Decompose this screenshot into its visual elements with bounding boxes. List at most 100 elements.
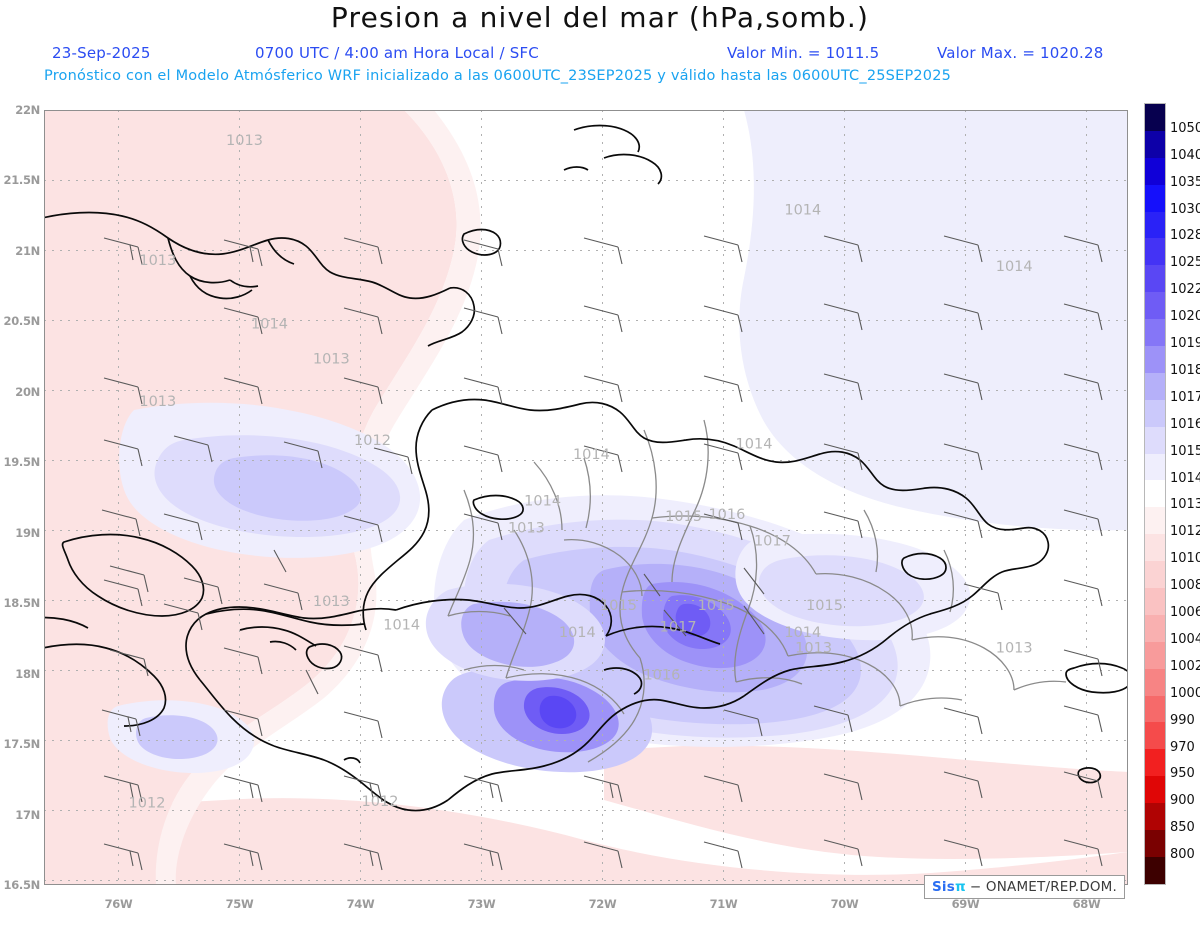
colorbar-tick-label: 1019: [1170, 336, 1200, 352]
contour-label: 1013: [996, 641, 1033, 657]
colorbar-tick-label: 1006: [1170, 605, 1200, 621]
colorbar-tick-label: 1008: [1170, 578, 1200, 594]
contour-labels: 1013 1013 1013 1013 1014 1014 1014 1012 1014 1014…: [129, 133, 1033, 812]
colorbar-band: [1145, 588, 1165, 615]
colorbar-band: [1145, 184, 1165, 212]
colorbar-tick-label: 1013: [1170, 497, 1200, 513]
contour-label: 1013: [508, 520, 545, 536]
colorbar-tick-label: 1020: [1170, 309, 1200, 325]
model-description: Pronóstico con el Modelo Atmósferico WRF…: [44, 68, 952, 84]
colorbar-band: [1145, 830, 1165, 857]
y-axis-tick-label: 17N: [15, 807, 40, 822]
colorbar-tick-label: 1035: [1170, 174, 1200, 190]
colorbar-band: [1145, 749, 1165, 777]
contour-label: 1016: [708, 507, 745, 523]
contour-label: 1012: [129, 796, 166, 812]
colorbar-tick-label: 1018: [1170, 362, 1200, 378]
contour-label: 1013: [313, 351, 350, 367]
colorbar-band: [1145, 399, 1165, 427]
contour-label: 1014: [784, 203, 821, 219]
pressure-colorbar: [1144, 103, 1166, 885]
y-axis-tick-label: 21.5N: [3, 173, 41, 188]
logo-org-text: − ONAMET/REP.DOM.: [969, 879, 1118, 895]
colorbar-band: [1145, 211, 1165, 239]
forecast-time: 0700 UTC / 4:00 am Hora Local / SFC: [255, 44, 539, 62]
colorbar-band: [1145, 372, 1165, 400]
colorbar-band: [1145, 265, 1165, 293]
colorbar-band: [1145, 292, 1165, 320]
colorbar-band: [1145, 130, 1165, 158]
colorbar-tick-label: 900: [1170, 793, 1195, 809]
colorbar-tick-label: 1010: [1170, 551, 1200, 567]
colorbar-band: [1145, 507, 1165, 535]
colorbar-tick-label: 1014: [1170, 470, 1200, 486]
contour-label: 1014: [524, 493, 561, 509]
colorbar-tick-labels: 1050 1040 1035 1030 1028 1025 1022 1020 1019 1018…: [1170, 103, 1200, 885]
x-axis-tick-label: 71W: [709, 897, 738, 911]
contour-label: 1016: [643, 668, 680, 684]
colorbar-tick-label: 1004: [1170, 631, 1200, 647]
chart-header: Presion a nivel del mar (hPa,somb.) 23-S…: [0, 0, 1200, 92]
colorbar-tick-label: 1030: [1170, 201, 1200, 217]
colorbar-band: [1145, 534, 1165, 562]
colorbar-band: [1145, 157, 1165, 185]
colorbar-tick-label: 850: [1170, 820, 1195, 836]
x-axis-tick-label: 73W: [467, 897, 496, 911]
colorbar-tick-label: 1012: [1170, 524, 1200, 540]
colorbar-tick-label: 1000: [1170, 685, 1200, 701]
map-plot-area: 1013 1013 1013 1013 1014 1014 1014 1012 1014 1014…: [44, 110, 1128, 885]
colorbar-tick-label: 800: [1170, 847, 1195, 863]
contour-label: 1014: [559, 625, 596, 641]
colorbar-tick-label: 1017: [1170, 389, 1200, 405]
contour-label: 1013: [226, 133, 263, 149]
colorbar-band: [1145, 614, 1165, 642]
colorbar-band: [1145, 453, 1165, 481]
contour-label: 1012: [362, 794, 399, 810]
colorbar-band: [1145, 346, 1165, 373]
province-borders: [447, 419, 1067, 763]
colorbar-tick-label: 950: [1170, 766, 1195, 782]
value-max-label: Valor Max. = 1020.28: [937, 44, 1104, 62]
y-axis-tick-label: 19.5N: [3, 455, 41, 470]
colorbar-band: [1145, 776, 1165, 804]
coastlines: [44, 124, 1128, 812]
x-axis-tick-label: 69W: [951, 897, 980, 911]
forecast-date: 23-Sep-2025: [52, 44, 151, 62]
colorbar-band: [1145, 722, 1165, 750]
contour-label: 1017: [754, 534, 791, 550]
x-axis-tick-label: 72W: [588, 897, 617, 911]
y-axis-tick-label: 18N: [15, 666, 40, 681]
pressure-shading-1013: [44, 110, 481, 885]
page-title: Presion a nivel del mar (hPa,somb.): [330, 1, 870, 34]
contour-label: 1013: [795, 641, 832, 657]
y-axis-tick-label: 20.5N: [3, 314, 41, 329]
x-axis-tick-label: 74W: [346, 897, 375, 911]
y-axis-tick-label: 20N: [15, 384, 40, 399]
colorbar-tick-label: 1040: [1170, 147, 1200, 163]
y-axis-tick-label: 19N: [15, 525, 40, 540]
colorbar-band: [1145, 561, 1165, 589]
colorbar-tick-label: 1025: [1170, 255, 1200, 271]
contour-label: 1014: [573, 447, 610, 463]
contour-label: 1015: [806, 598, 843, 614]
colorbar-band: [1145, 803, 1165, 831]
colorbar-tick-label: 1016: [1170, 416, 1200, 432]
colorbar-band: [1145, 668, 1165, 696]
agency-logo: Sis π − ONAMET/REP.DOM.: [924, 875, 1126, 899]
wind-barbs: [101, 235, 1103, 871]
contour-label: 1014: [251, 317, 288, 333]
colorbar-band: [1145, 695, 1165, 723]
contour-label: 1014: [736, 437, 773, 453]
colorbar-tick-label: 970: [1170, 739, 1195, 755]
colorbar-band: [1145, 426, 1165, 454]
colorbar-band: [1145, 856, 1165, 884]
contour-label: 1014: [383, 617, 420, 633]
y-axis-tick-label: 17.5N: [3, 737, 41, 752]
colorbar-band: [1145, 641, 1165, 669]
contour-label: 1013: [139, 394, 176, 410]
map-gridlines: [44, 110, 1128, 885]
logo-sis-text: Sis: [932, 879, 955, 895]
y-axis-tick-label: 18.5N: [3, 596, 41, 611]
colorbar-tick-label: 1050: [1170, 120, 1200, 136]
contour-label: 1015: [600, 598, 637, 614]
